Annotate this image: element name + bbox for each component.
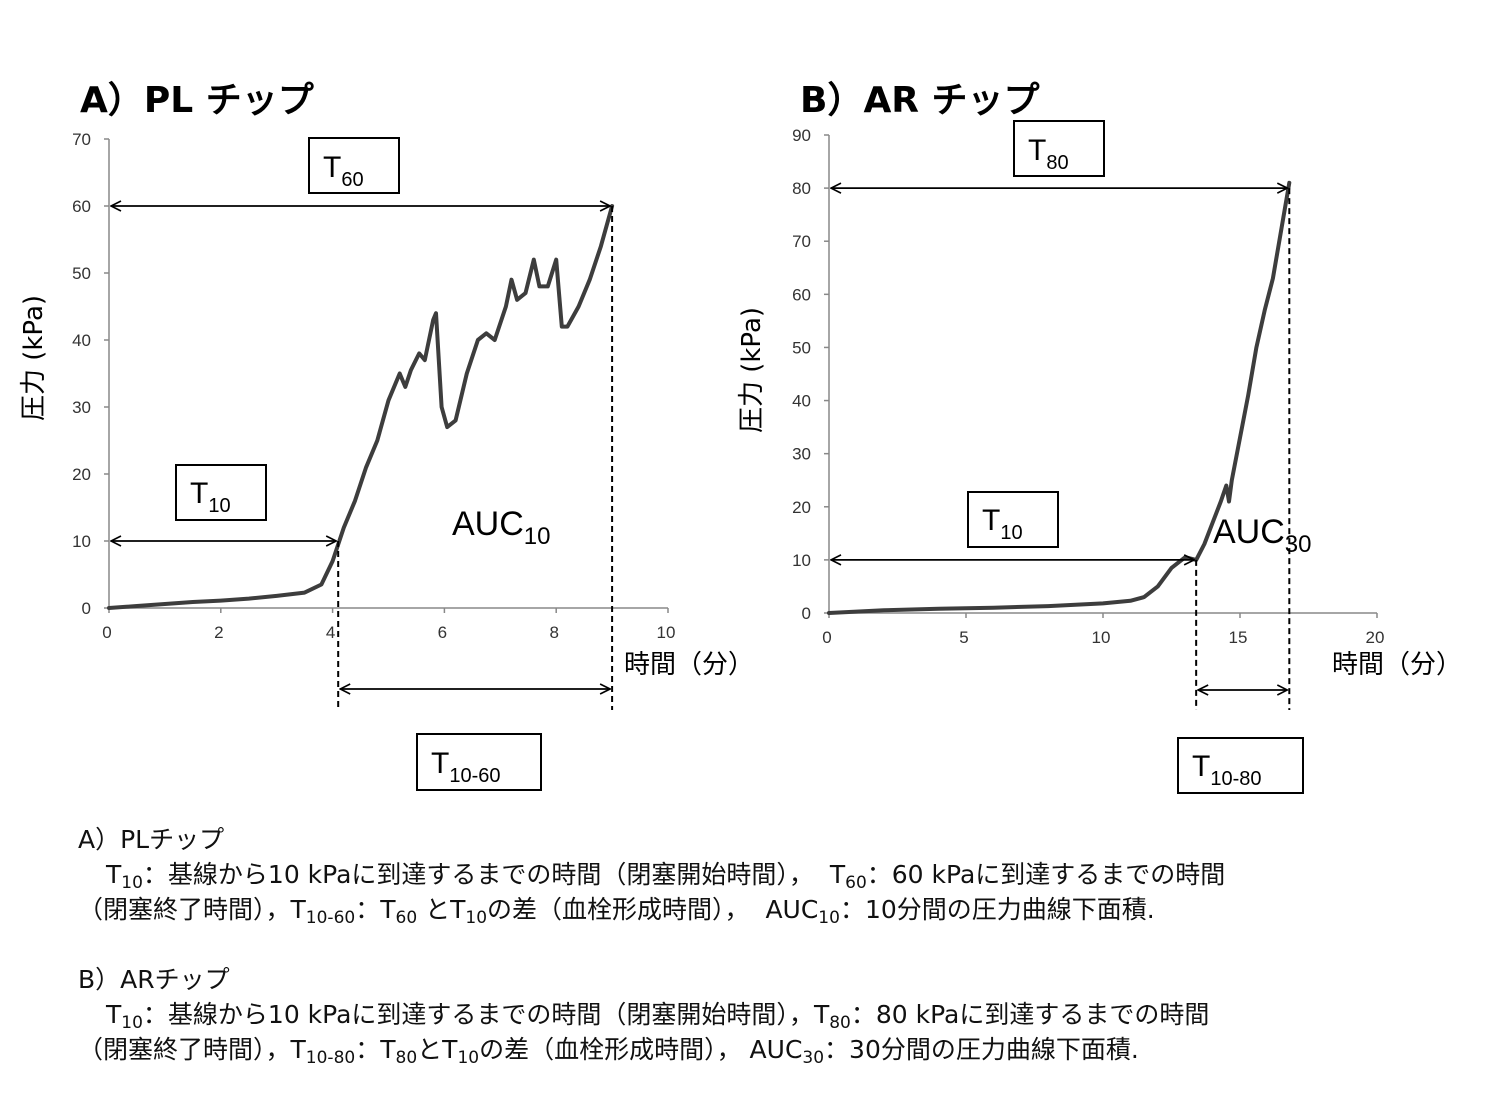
panel-b-y-axis-label: 圧力 (kPa): [737, 307, 767, 433]
panel-a-t10-label: T10: [190, 477, 231, 517]
panel-a-y-tick-label: 30: [72, 398, 91, 417]
panel-b-x-tick-label: 10: [1092, 628, 1111, 647]
panel-b-pressure-curve: [827, 180, 1292, 615]
panel-b-x-tick-label: 15: [1229, 628, 1248, 647]
panel-b-x-tick-label: 0: [822, 628, 831, 647]
figure-caption: A）PLチップ T10：基線から10 kPaに到達するまでの時間（閉塞開始時間）…: [78, 822, 1478, 1102]
panel-a-t60-box: [308, 137, 400, 194]
panel-a-y-tick-label: 20: [72, 465, 91, 484]
panel-a-pressure-curve: [107, 204, 615, 610]
panel-a-x-tick-label: 0: [102, 623, 111, 642]
panel-a-y-tick-label: 50: [72, 264, 91, 283]
caption-block-b: B）ARチップ T10：基線から10 kPaに到達するまでの時間（閉塞開始時間）…: [78, 962, 1478, 1067]
caption-a-header: A）PLチップ: [78, 825, 225, 854]
caption-b-header: B）ARチップ: [78, 965, 230, 994]
panel-a-title: A）PL チップ: [80, 80, 314, 121]
panel-b-y-tick-label: 70: [792, 232, 811, 251]
panel-a-y-tick-label: 60: [72, 197, 91, 216]
panel-a-y-tick-label: 70: [72, 130, 91, 149]
panel-b-t10-label: T10: [982, 504, 1023, 544]
panel-b-x-tick-label: 5: [959, 628, 968, 647]
panel-b-y-tick-label: 20: [792, 498, 811, 517]
panel-b-t10-80-label: T10-80: [1192, 750, 1261, 790]
panel-b-y-tick-label: 90: [792, 126, 811, 145]
panel-b-t80-box: [1013, 120, 1105, 177]
panel-b-title: B）AR チップ: [800, 80, 1040, 121]
panel-b: B）AR チップ 0 10 20 30 40 50 60 70 80 90 0 5 10 15 20 圧力 …: [737, 80, 1462, 794]
panel-b-x-tick-label: 20: [1366, 628, 1385, 647]
caption-b-line-2: （閉塞終了時間），T10-80：T80とT10の差（血栓形成時間）， AUC30…: [78, 1035, 1139, 1068]
panel-a-x-tick-label: 2: [214, 623, 223, 642]
panel-a-t10-60-box: [416, 733, 542, 791]
panel-a-y-tick-label: 0: [82, 599, 91, 618]
panel-a-y-tick-label: 40: [72, 331, 91, 350]
panel-b-t10-80-box: [1177, 737, 1304, 794]
panel-b-auc-label: AUC30: [1213, 513, 1312, 558]
panel-a-y-axis-label: 圧力 (kPa): [19, 295, 49, 421]
panel-b-t80-label: T80: [1028, 134, 1069, 174]
caption-block-a: A）PLチップ T10：基線から10 kPaに到達するまでの時間（閉塞開始時間）…: [78, 822, 1478, 927]
panel-b-y-tick-label: 10: [792, 551, 811, 570]
panel-b-y-tick-label: 30: [792, 445, 811, 464]
panel-b-t10-box: [967, 491, 1059, 548]
panel-b-axes: 0 10 20 30 40 50 60 70 80 90 0 5 10 15 20: [792, 126, 1384, 647]
panel-a-auc-label: AUC10: [452, 505, 551, 550]
panel-b-y-tick-label: 80: [792, 179, 811, 198]
caption-a-line-1: T10：基線から10 kPaに到達するまでの時間（閉塞開始時間）， T60：60…: [106, 860, 1226, 893]
panel-b-x-axis-label: 時間（分）: [1332, 650, 1462, 680]
panel-a-x-tick-label: 10: [657, 623, 676, 642]
panel-b-y-tick-label: 40: [792, 392, 811, 411]
panel-a-t60-label: T60: [323, 151, 364, 191]
panel-a-y-tick-label: 10: [72, 532, 91, 551]
panel-a: A）PL チップ 0 10 20 30 40 50 60 70 0 2 4 6 8 10 圧力 (kPa)…: [19, 80, 754, 791]
panel-a-x-tick-label: 6: [438, 623, 447, 642]
panel-b-y-tick-label: 0: [802, 604, 811, 623]
caption-a-line-2: （閉塞終了時間），T10-60：T60 とT10の差（血栓形成時間）， AUC1…: [78, 895, 1155, 928]
panel-a-t10-60-label: T10-60: [431, 747, 500, 787]
panel-b-y-tick-label: 60: [792, 285, 811, 304]
panel-a-axes: 0 10 20 30 40 50 60 70 0 2 4 6 8 10: [72, 130, 675, 642]
panel-b-y-tick-label: 50: [792, 338, 811, 357]
panel-a-t10-box: [175, 464, 267, 521]
panel-a-x-tick-label: 8: [549, 623, 558, 642]
panel-a-x-axis-label: 時間（分）: [624, 650, 754, 680]
panel-a-x-tick-label: 4: [326, 623, 335, 642]
caption-b-line-1: T10：基線から10 kPaに到達するまでの時間（閉塞開始時間），T80：80 …: [106, 1000, 1210, 1033]
